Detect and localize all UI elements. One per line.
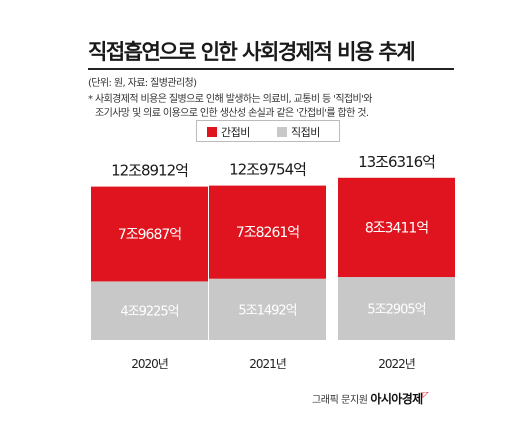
- bar-direct-2021년: [209, 278, 326, 340]
- x-tick-label-2020년: 2020년: [131, 357, 168, 371]
- data-label-direct-2022년: 5조2905억: [367, 303, 425, 318]
- total-label-2021년: 12조9754억: [229, 161, 306, 179]
- unit-source-note: (단위: 원, 자료: 질병관리청): [88, 78, 197, 89]
- footnote-line-2: 조기사망 및 의료 이용으로 인한 생산성 손실과 같은 '간접비'를 합한 것…: [95, 108, 369, 119]
- legend-label-indirect: 간접비: [221, 126, 250, 139]
- data-label-indirect-2021년: 7조8261억: [236, 225, 299, 241]
- x-tick-label-2021년: 2021년: [249, 357, 286, 371]
- total-label-2022년: 13조6316억: [358, 153, 435, 171]
- bar-indirect-2022년: [338, 177, 455, 278]
- data-label-indirect-2022년: 8조3411억: [365, 220, 428, 236]
- brand-logo: 아시아경제: [370, 392, 423, 406]
- credit: 그래픽 문지원 아시아경제◸: [312, 390, 429, 407]
- bar-direct-2020년: [91, 281, 208, 340]
- total-label-2020년: 12조8912억: [111, 162, 188, 180]
- brand-mark-icon: ◸: [422, 390, 429, 399]
- credit-text: 그래픽 문지원: [312, 395, 368, 406]
- data-label-direct-2021년: 5조1492억: [238, 303, 296, 318]
- title-rule: [88, 68, 454, 70]
- legend-swatch-indirect: [207, 127, 217, 137]
- bar-direct-2022년: [338, 277, 455, 340]
- legend: 간접비 직접비: [196, 120, 340, 142]
- footnote-line-1: * 사회경제적 비용은 질병으로 인해 발생하는 의료비, 교통비 등 '직접비…: [88, 94, 372, 105]
- legend-label-direct: 직접비: [291, 126, 320, 139]
- chart-title: 직접흡연으로 인한 사회경제적 비용 추계: [88, 40, 416, 64]
- legend-swatch-direct: [277, 127, 287, 137]
- data-label-indirect-2020년: 7조9687억: [118, 227, 181, 243]
- data-label-direct-2020년: 4조9225억: [120, 305, 178, 320]
- bar-indirect-2020년: [91, 186, 208, 282]
- x-tick-label-2022년: 2022년: [378, 357, 415, 371]
- bar-indirect-2021년: [209, 185, 326, 279]
